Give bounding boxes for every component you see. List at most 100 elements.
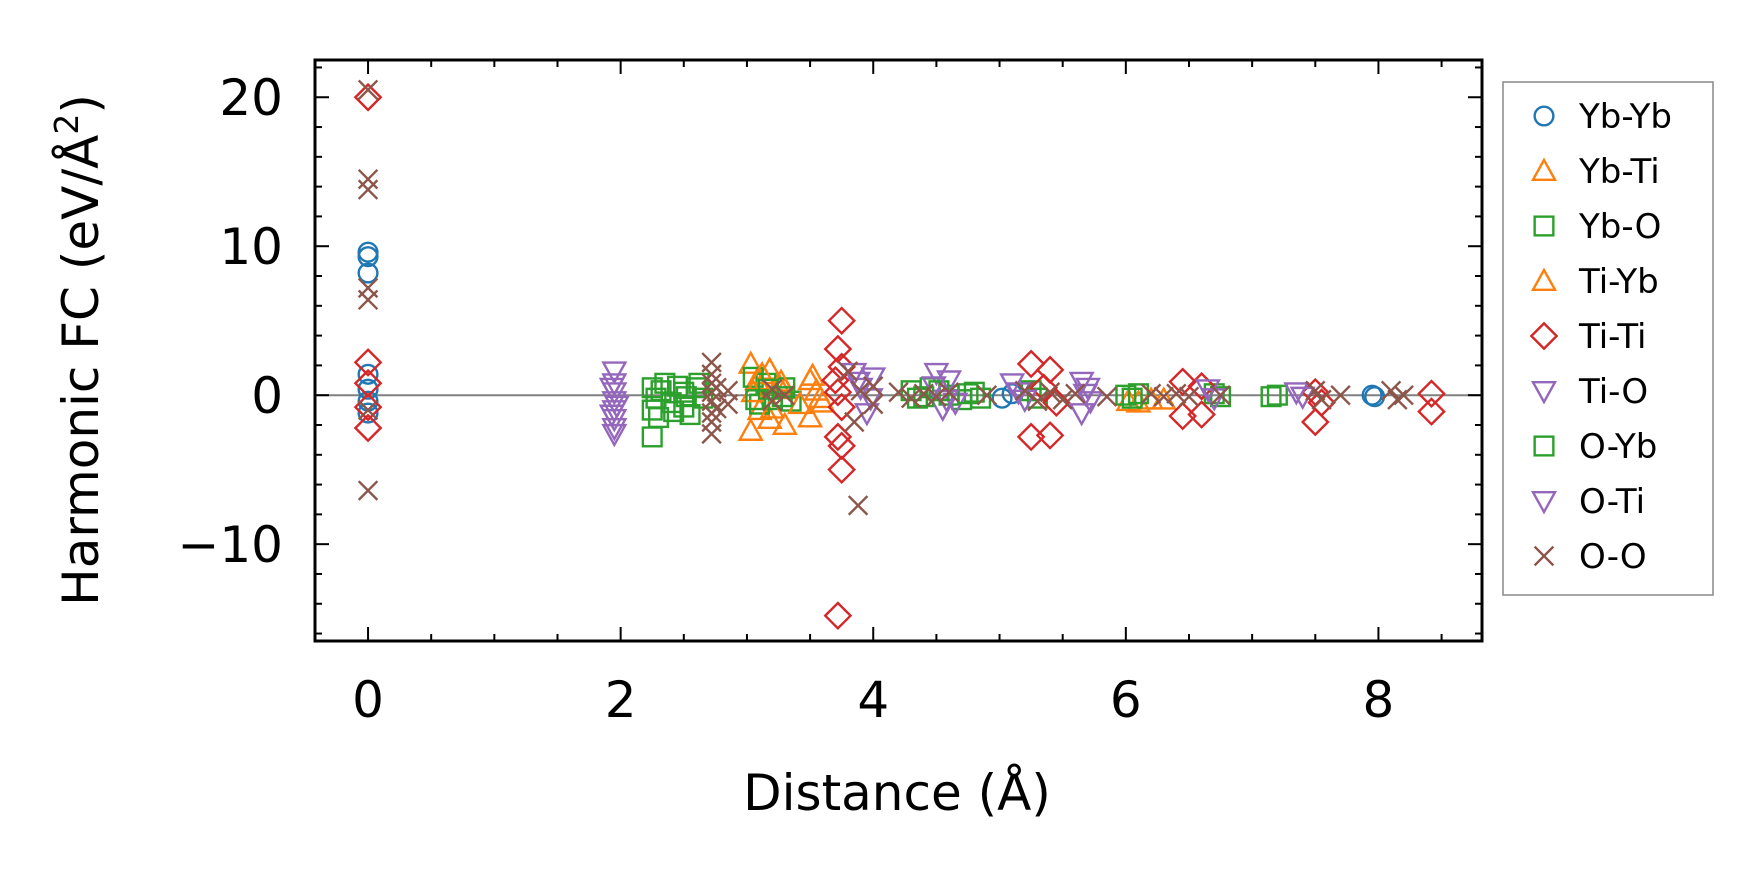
- point-o-yb: [688, 372, 710, 394]
- legend-label-yb-o: Yb-O: [1578, 207, 1661, 247]
- point-o-o: [1330, 384, 1351, 406]
- point-o-yb: [663, 401, 685, 423]
- point-yb-yb: [357, 378, 379, 400]
- point-ti-ti: [1168, 367, 1198, 397]
- point-ti-ti: [1307, 388, 1336, 417]
- point-ti-o: [853, 403, 880, 427]
- point-yb-o: [970, 387, 992, 409]
- point-o-o: [701, 364, 722, 385]
- point-ti-yb: [799, 362, 826, 386]
- legend-item-ti-ti: Ti-Ti: [1529, 317, 1647, 357]
- point-o-o: [1014, 380, 1035, 401]
- legend-label-o-o: O-O: [1579, 537, 1647, 577]
- point-o-o: [976, 384, 998, 406]
- point-o-o: [357, 480, 379, 501]
- point-o-o: [1311, 389, 1332, 410]
- point-ti-o: [601, 423, 628, 448]
- x-tick-label: 8: [1363, 671, 1395, 729]
- point-o-yb: [957, 383, 979, 405]
- point-ti-ti: [1187, 371, 1216, 401]
- point-yb-o: [641, 426, 663, 448]
- legend: Yb-Yb Yb-Ti Yb-O Ti-Yb Ti-Ti Ti-O O-Yb O-Ti O-O: [1502, 81, 1714, 596]
- point-o-o: [357, 399, 379, 421]
- point-o-o: [1052, 389, 1073, 410]
- legend-label-yb-ti: Yb-Ti: [1578, 152, 1660, 192]
- y-axis-label-main: Harmonic FC (eV/Å: [52, 135, 110, 606]
- point-ti-ti: [1029, 373, 1059, 403]
- y-tick-label: −10: [177, 516, 283, 574]
- x-tick-label: 2: [605, 671, 637, 729]
- point-o-ti: [1072, 383, 1099, 408]
- point-o-o: [357, 179, 379, 200]
- legend-item-yb-o: Yb-O: [1533, 207, 1661, 247]
- point-o-o: [926, 386, 947, 407]
- point-ti-ti: [1300, 407, 1330, 437]
- point-o-o: [913, 383, 934, 404]
- point-o-o: [844, 411, 865, 433]
- point-ti-ti: [821, 365, 850, 395]
- legend-marker-yb-yb: [1533, 105, 1555, 127]
- point-ti-ti: [827, 306, 857, 336]
- legend-marker-ti-o: [1530, 381, 1558, 405]
- legend-box: [1502, 81, 1714, 596]
- point-o-o: [1178, 386, 1200, 407]
- point-ti-ti: [1417, 397, 1446, 426]
- point-o-o: [1096, 386, 1118, 407]
- point-o-o: [888, 382, 909, 403]
- legend-label-ti-yb: Ti-Yb: [1578, 262, 1659, 302]
- point-o-yb: [1127, 383, 1150, 405]
- y-tick-label: 0: [251, 367, 283, 425]
- point-o-o: [1305, 380, 1326, 401]
- point-ti-ti: [827, 455, 857, 485]
- point-yb-o: [963, 381, 985, 403]
- point-ti-ti: [823, 601, 853, 631]
- point-ti-o: [923, 362, 950, 387]
- point-ti-ti: [823, 377, 853, 407]
- y-axis-label: Harmonic FC (eV/Å2): [47, 94, 110, 606]
- point-ti-o: [601, 361, 628, 385]
- point-o-o: [706, 398, 727, 419]
- point-ti-o: [1068, 371, 1095, 396]
- legend-item-ti-yb: Ti-Yb: [1530, 262, 1659, 302]
- point-o-o: [1140, 383, 1162, 404]
- point-yb-o: [742, 366, 764, 388]
- point-o-yb: [771, 386, 793, 408]
- point-o-o: [774, 384, 796, 406]
- plot-area: [313, 58, 1484, 643]
- point-ti-ti: [1016, 349, 1046, 379]
- legend-marker-o-ti: [1530, 491, 1558, 515]
- x-tick-label: 6: [1110, 671, 1142, 729]
- point-ti-o: [860, 367, 887, 391]
- series-yb-o: [641, 366, 1288, 448]
- point-o-o: [938, 382, 960, 403]
- point-ti-ti: [827, 392, 857, 422]
- point-o-o: [847, 495, 869, 516]
- point-ti-ti: [1187, 400, 1216, 429]
- series-ti-ti: [353, 82, 1446, 631]
- legend-item-o-o: O-O: [1533, 537, 1647, 577]
- point-o-o: [717, 393, 739, 415]
- point-ti-ti: [1035, 421, 1065, 450]
- point-yb-yb: [357, 241, 379, 263]
- point-o-o: [863, 393, 884, 415]
- point-o-yb: [654, 372, 676, 394]
- point-o-ti: [598, 404, 625, 429]
- legend-item-ti-o: Ti-O: [1530, 372, 1648, 412]
- legend-marker-o-o: [1533, 545, 1555, 567]
- point-yb-yb: [357, 246, 379, 268]
- y-axis-label-superscript: 2: [47, 114, 86, 135]
- axis-ticks: [315, 60, 1482, 641]
- point-o-o: [837, 361, 859, 382]
- point-ti-ti: [353, 82, 383, 112]
- point-o-o: [1387, 389, 1408, 410]
- point-ti-ti: [827, 352, 857, 382]
- legend-marker-yb-o: [1533, 215, 1555, 237]
- point-ti-ti: [1417, 379, 1446, 409]
- x-tick-label: 4: [857, 671, 889, 729]
- point-yb-yb: [357, 402, 379, 424]
- x-tick-label: 0: [352, 671, 384, 729]
- legend-label-o-ti: O-Ti: [1579, 482, 1645, 522]
- point-yb-yb: [357, 363, 379, 385]
- legend-item-o-ti: O-Ti: [1530, 482, 1645, 522]
